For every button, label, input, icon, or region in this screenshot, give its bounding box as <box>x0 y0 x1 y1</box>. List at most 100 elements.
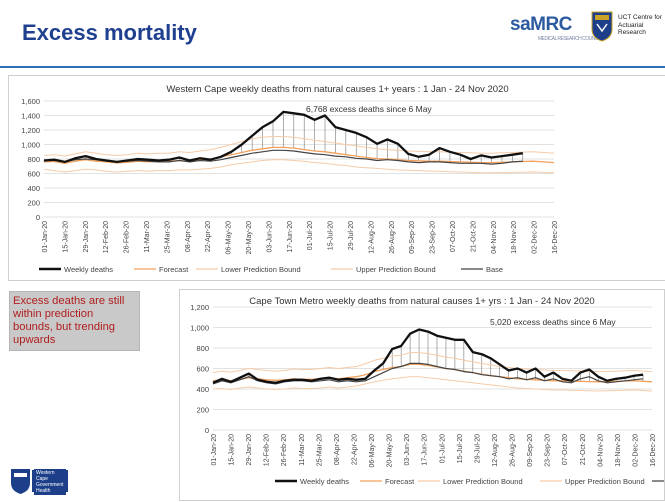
x-tick-label: 16-Dec-20 <box>650 434 657 467</box>
x-tick-label: 04-Nov-20 <box>597 434 604 467</box>
legend-label-forecast: Forecast <box>159 265 189 274</box>
samrc-logo-subtitle: MEDICAL RESEARCH COUNCIL <box>538 36 602 42</box>
y-tick-label: 1,200 <box>21 126 40 135</box>
x-tick-label: 01-Jul-20 <box>307 221 314 250</box>
y-tick-label: 1,000 <box>21 141 40 150</box>
y-tick-label: 800 <box>27 155 40 164</box>
x-tick-label: 02-Dec-20 <box>532 221 539 254</box>
western-cape-chart: Western Cape weekly deaths from natural … <box>8 75 665 281</box>
series-line-forecast <box>212 363 653 383</box>
x-tick-label: 22-Apr-20 <box>351 434 358 465</box>
x-tick-label: 09-Sep-20 <box>409 221 416 254</box>
x-tick-label: 17-Jun-20 <box>422 434 429 466</box>
uct-crest-icon <box>591 11 613 42</box>
x-tick-label: 07-Oct-20 <box>562 434 569 465</box>
series-line-weekly <box>43 110 523 164</box>
legend-label-upper: Upper Prediction Bound <box>565 477 645 486</box>
x-tick-label: 07-Oct-20 <box>450 221 457 252</box>
x-tick-label: 18-Nov-20 <box>511 221 518 254</box>
x-tick-label: 25-Mar-20 <box>164 221 171 253</box>
y-tick-label: 800 <box>196 344 209 353</box>
uct-logo-text: UCT Centre for Actuarial Research <box>618 14 662 36</box>
x-tick-label: 08-Apr-20 <box>185 221 192 252</box>
callout-note: Excess deaths are still within predictio… <box>9 291 140 351</box>
excess-annotation: 6,768 excess deaths since 6 May <box>306 104 432 114</box>
x-tick-label: 11-Mar-20 <box>144 221 151 253</box>
x-tick-label: 06-May-20 <box>369 434 376 468</box>
x-tick-label: 12-Feb-20 <box>103 221 110 253</box>
x-tick-label: 17-Jun-20 <box>287 221 294 253</box>
cape-town-chart: Cape Town Metro weekly deaths from natur… <box>179 289 665 501</box>
series-line-weekly <box>212 328 644 384</box>
x-tick-label: 29-Jan-20 <box>246 434 253 466</box>
x-tick-label: 20-May-20 <box>387 434 394 468</box>
series-line-lower <box>43 159 555 174</box>
y-tick-label: 200 <box>196 406 209 415</box>
x-tick-label: 01-Jul-20 <box>439 434 446 463</box>
y-tick-label: 0 <box>36 213 40 222</box>
legend-label-weekly: Weekly deaths <box>300 477 349 486</box>
legend-label-forecast: Forecast <box>385 477 415 486</box>
x-tick-label: 15-Jul-20 <box>457 434 464 463</box>
y-tick-label: 1,000 <box>190 324 209 333</box>
title-divider <box>0 66 665 68</box>
x-tick-label: 01-Jan-20 <box>42 221 49 253</box>
x-tick-label: 26-Aug-20 <box>389 221 396 254</box>
chart-title: Western Cape weekly deaths from natural … <box>166 84 508 95</box>
y-tick-label: 1,600 <box>21 97 40 106</box>
y-tick-label: 1,400 <box>21 112 40 121</box>
x-tick-label: 12-Aug-20 <box>492 434 499 467</box>
y-tick-label: 600 <box>196 365 209 374</box>
y-tick-label: 600 <box>27 170 40 179</box>
series-line-forecast <box>43 146 555 164</box>
x-tick-label: 21-Oct-20 <box>580 434 587 465</box>
x-tick-label: 23-Sep-20 <box>545 434 552 467</box>
x-tick-label: 12-Feb-20 <box>264 434 271 466</box>
y-tick-label: 400 <box>196 385 209 394</box>
x-tick-label: 29-Jul-20 <box>348 221 355 250</box>
x-tick-label: 26-Feb-20 <box>124 221 131 253</box>
x-tick-label: 23-Sep-20 <box>430 221 437 254</box>
series-line-lower <box>212 376 653 392</box>
x-tick-label: 15-Jan-20 <box>62 221 69 253</box>
excess-annotation: 5,020 excess deaths since 6 May <box>490 317 616 327</box>
samrc-logo: saMRC MEDICAL RESEARCH COUNCIL <box>510 14 602 42</box>
chart-title: Cape Town Metro weekly deaths from natur… <box>249 296 594 307</box>
legend-label-upper: Upper Prediction Bound <box>356 265 436 274</box>
legend-label-weekly: Weekly deaths <box>64 265 113 274</box>
y-tick-label: 200 <box>27 199 40 208</box>
x-tick-label: 11-Mar-20 <box>299 434 306 466</box>
x-tick-label: 29-Jul-20 <box>474 434 481 463</box>
legend-label-lower: Lower Prediction Bound <box>443 477 523 486</box>
x-tick-label: 20-May-20 <box>246 221 253 255</box>
legend-label-base: Base <box>486 265 503 274</box>
x-tick-label: 09-Sep-20 <box>527 434 534 467</box>
series-line-upper <box>43 136 555 157</box>
x-tick-label: 02-Dec-20 <box>632 434 639 467</box>
x-tick-label: 26-Feb-20 <box>281 434 288 466</box>
x-tick-label: 18-Nov-20 <box>615 434 622 467</box>
x-tick-label: 08-Apr-20 <box>334 434 341 465</box>
x-tick-label: 22-Apr-20 <box>205 221 212 252</box>
y-tick-label: 1,200 <box>190 303 209 312</box>
samrc-logo-text: saMRC <box>510 14 572 35</box>
x-tick-label: 26-Aug-20 <box>510 434 517 467</box>
x-tick-label: 01-Jan-20 <box>211 434 218 466</box>
y-tick-label: 0 <box>205 426 209 435</box>
x-tick-label: 21-Oct-20 <box>470 221 477 252</box>
x-tick-label: 15-Jan-20 <box>229 434 236 466</box>
x-tick-label: 03-Jun-20 <box>266 221 273 253</box>
x-tick-label: 03-Jun-20 <box>404 434 411 466</box>
x-tick-label: 29-Jan-20 <box>83 221 90 253</box>
y-tick-label: 400 <box>27 184 40 193</box>
x-tick-label: 04-Nov-20 <box>491 221 498 254</box>
x-tick-label: 25-Mar-20 <box>316 434 323 466</box>
western-cape-logo-text: Western Cape Government Health <box>34 469 66 495</box>
series-line-upper <box>212 352 653 374</box>
x-tick-label: 12-Aug-20 <box>368 221 375 254</box>
legend-label-lower: Lower Prediction Bound <box>221 265 301 274</box>
x-tick-label: 15-Jul-20 <box>328 221 335 250</box>
x-tick-label: 06-May-20 <box>226 221 233 255</box>
slide-title: Excess mortality <box>22 20 197 45</box>
x-tick-label: 16-Dec-20 <box>552 221 559 254</box>
